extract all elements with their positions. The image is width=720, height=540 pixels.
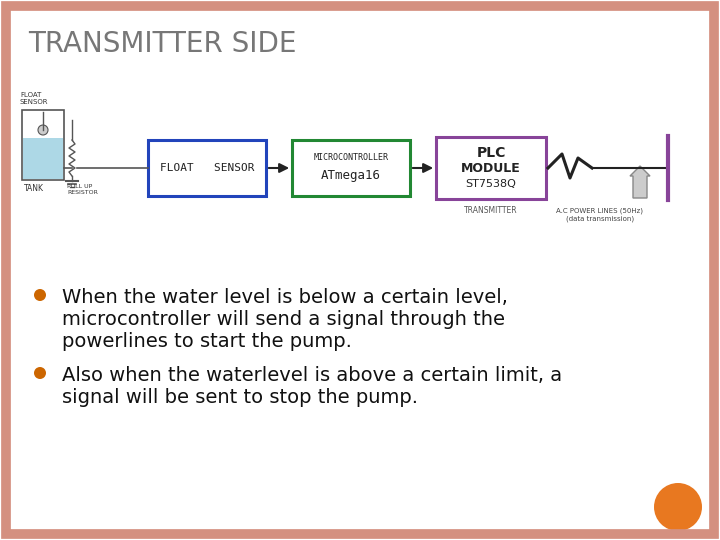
FancyBboxPatch shape [23, 138, 63, 179]
Text: microcontroller will send a signal through the: microcontroller will send a signal throu… [62, 310, 505, 329]
FancyBboxPatch shape [292, 140, 410, 196]
FancyBboxPatch shape [22, 110, 64, 180]
Text: A.C POWER LINES (50Hz): A.C POWER LINES (50Hz) [557, 207, 644, 213]
Text: signal will be sent to stop the pump.: signal will be sent to stop the pump. [62, 388, 418, 407]
Text: When the water level is below a certain level,: When the water level is below a certain … [62, 288, 508, 307]
Text: TRANSMITTER SIDE: TRANSMITTER SIDE [28, 30, 297, 58]
FancyBboxPatch shape [436, 137, 546, 199]
Text: FLOAT
SENSOR: FLOAT SENSOR [20, 92, 48, 105]
Circle shape [38, 125, 48, 135]
Text: powerlines to start the pump.: powerlines to start the pump. [62, 332, 352, 351]
Text: ATmega16: ATmega16 [321, 168, 381, 181]
Text: ST7538Q: ST7538Q [466, 179, 516, 189]
Text: TANK: TANK [24, 184, 44, 193]
Circle shape [34, 367, 46, 379]
Circle shape [654, 483, 702, 531]
Circle shape [34, 289, 46, 301]
Text: PLC: PLC [477, 146, 505, 160]
Text: (data transmission): (data transmission) [566, 216, 634, 222]
Text: FLOAT   SENSOR: FLOAT SENSOR [160, 163, 254, 173]
Text: MICROCONTROLLER: MICROCONTROLLER [313, 153, 389, 163]
Text: TRANSMITTER: TRANSMITTER [464, 206, 518, 215]
FancyBboxPatch shape [148, 140, 266, 196]
FancyArrow shape [630, 166, 650, 198]
Text: Also when the waterlevel is above a certain limit, a: Also when the waterlevel is above a cert… [62, 366, 562, 385]
Text: PULL UP
RESISTOR: PULL UP RESISTOR [67, 184, 98, 195]
Text: MODULE: MODULE [461, 163, 521, 176]
